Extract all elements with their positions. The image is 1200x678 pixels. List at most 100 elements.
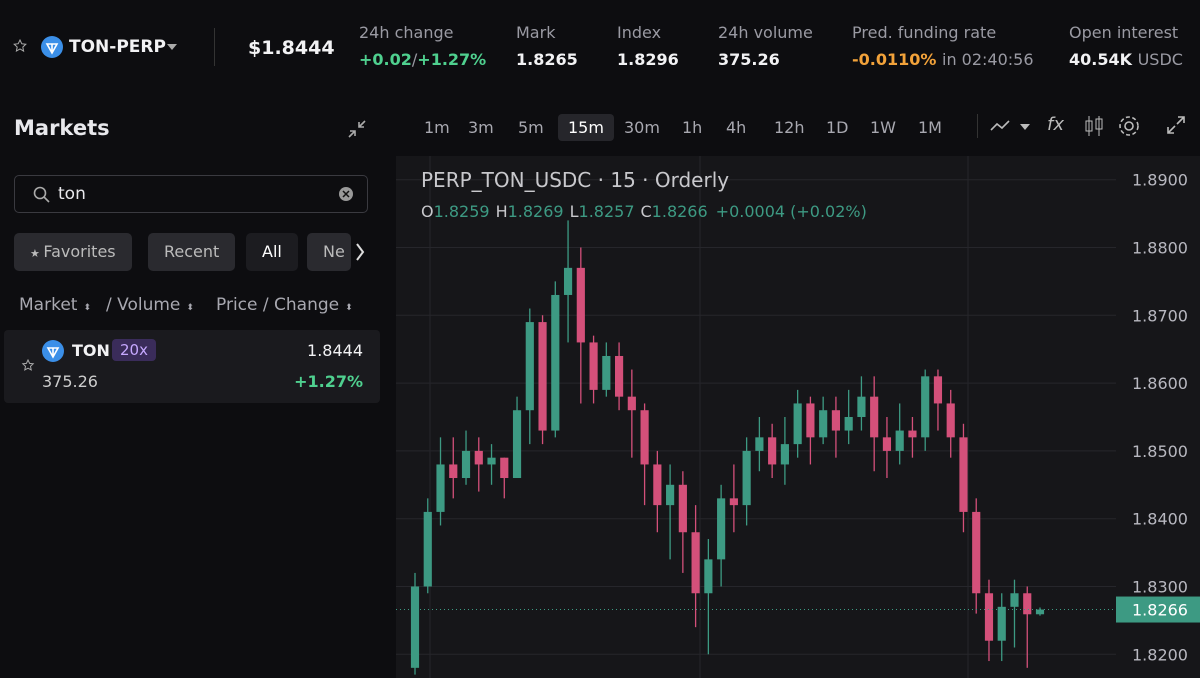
sort-icon: ⬍	[186, 303, 194, 313]
interval[interactable]: 4h	[726, 118, 747, 137]
favorite-star[interactable]	[12, 38, 28, 54]
y-tick-label: 1.8900	[1132, 171, 1188, 190]
ohlc-key: C	[641, 202, 652, 221]
tab-label: Ne	[323, 242, 345, 261]
column-header[interactable]: Price / Change ⬍	[216, 295, 353, 315]
market-row[interactable]: TON 20x 1.8444 375.26 +1.27%	[4, 330, 380, 403]
candle-body	[895, 430, 904, 451]
candle-body	[844, 417, 853, 431]
clear-icon[interactable]	[338, 186, 354, 202]
fullscreen[interactable]	[1165, 114, 1187, 136]
chart-type[interactable]	[990, 116, 1032, 136]
stat-extra: USDC	[1137, 50, 1183, 69]
candle-body	[563, 267, 573, 295]
tab[interactable]: ★ Favorites	[14, 233, 132, 271]
interval[interactable]: 1M	[918, 118, 942, 137]
stat-number: 40.54K	[1069, 50, 1133, 69]
y-tick-label: 1.8300	[1132, 577, 1188, 596]
interval[interactable]: 5m	[518, 118, 544, 137]
tab[interactable]: Recent	[148, 233, 236, 271]
y-tick-label: 1.8800	[1132, 239, 1188, 258]
candle-body	[461, 450, 471, 479]
candle-body	[882, 437, 892, 451]
last-price-label: 1.8266	[1132, 601, 1188, 620]
markets-panel: Markets ton ★ Favorites Recent All Ne Marke…	[0, 96, 392, 678]
candle-body	[500, 457, 509, 479]
candle-body	[819, 410, 828, 438]
stat-number: 1.8296	[617, 50, 679, 69]
candle-body	[997, 606, 1006, 641]
tab[interactable]: All	[246, 233, 298, 271]
candle-body	[551, 294, 560, 431]
candle-body	[449, 464, 458, 479]
candle-body	[474, 450, 483, 465]
ohlc-value: 1.8257	[579, 202, 635, 221]
candle-body	[793, 403, 802, 445]
y-tick-label: 1.8600	[1132, 374, 1188, 393]
stat-value: 375.26	[718, 50, 780, 69]
y-tick-label: 1.8500	[1132, 442, 1188, 461]
candle-body	[780, 444, 789, 465]
candle-body	[768, 437, 777, 465]
last-price-box	[1116, 596, 1200, 623]
stat-extra: +1.27%	[417, 50, 487, 69]
candle-body	[755, 437, 764, 451]
candle-body	[806, 403, 815, 438]
symbol[interactable]: TON-PERP	[69, 37, 166, 57]
column-header[interactable]: Market ⬍	[19, 295, 91, 315]
interval[interactable]: 1D	[826, 118, 849, 137]
search-icon	[33, 186, 50, 203]
interval[interactable]: 12h	[774, 118, 805, 137]
candle-body	[602, 355, 611, 390]
interval[interactable]: 1W	[870, 118, 896, 137]
stat-value: 1.8265	[516, 50, 578, 69]
stat-label: 24h change	[359, 23, 454, 42]
candle-body	[1023, 593, 1032, 615]
candle-body	[640, 410, 649, 465]
candle-body	[576, 267, 585, 343]
price: $1.8444	[248, 37, 335, 59]
candle-body	[666, 484, 675, 506]
stat-value: -0.0110% in 02:40:56	[852, 50, 1034, 69]
y-tick-label: 1.8200	[1132, 645, 1188, 664]
candle-body	[615, 355, 624, 397]
ohlc-key: H	[496, 202, 508, 221]
candle-body	[933, 376, 943, 404]
interval[interactable]: 3m	[468, 118, 494, 137]
candles-icon[interactable]	[1083, 114, 1105, 138]
stat-label: Mark	[516, 23, 556, 42]
ton-icon	[42, 340, 64, 362]
indicators[interactable]: fx	[1047, 114, 1064, 135]
interval[interactable]: 1m	[424, 118, 450, 137]
stat-value: 1.8296	[617, 50, 679, 69]
tabs-next[interactable]	[354, 242, 366, 262]
column-header[interactable]: / Volume ⬍	[106, 295, 194, 315]
y-tick-label: 1.8400	[1132, 510, 1188, 529]
ohlc-change: +0.0004 (+0.02%)	[716, 202, 867, 221]
candle-body	[678, 484, 687, 533]
search-box[interactable]: ton	[14, 175, 368, 213]
candle-body	[870, 396, 879, 438]
interval[interactable]: 30m	[624, 118, 660, 137]
tab[interactable]: Ne	[307, 233, 351, 271]
candle-body	[729, 498, 738, 506]
row-symbol: TON	[72, 341, 110, 360]
sort-icon: ⬍	[83, 303, 91, 313]
ton-icon	[41, 36, 63, 58]
row-change: +1.27%	[294, 372, 363, 391]
stat-number: 1.8265	[516, 50, 578, 69]
candle-body	[717, 498, 726, 560]
row-star[interactable]	[21, 359, 35, 373]
interval[interactable]: 1h	[682, 118, 703, 137]
dropdown-arrow[interactable]	[166, 43, 178, 51]
stat-value: +0.02/+1.27%	[359, 50, 486, 69]
collapse-icon[interactable]	[346, 118, 368, 140]
tab-label: Recent	[164, 242, 220, 261]
settings[interactable]	[1117, 114, 1141, 138]
stat-label: Index	[617, 23, 662, 42]
ohlc-key: O	[421, 202, 434, 221]
candle-body	[972, 511, 981, 594]
ohlc-value: 1.8266	[652, 202, 708, 221]
divider	[977, 114, 978, 138]
interval[interactable]: 15m	[558, 114, 614, 141]
